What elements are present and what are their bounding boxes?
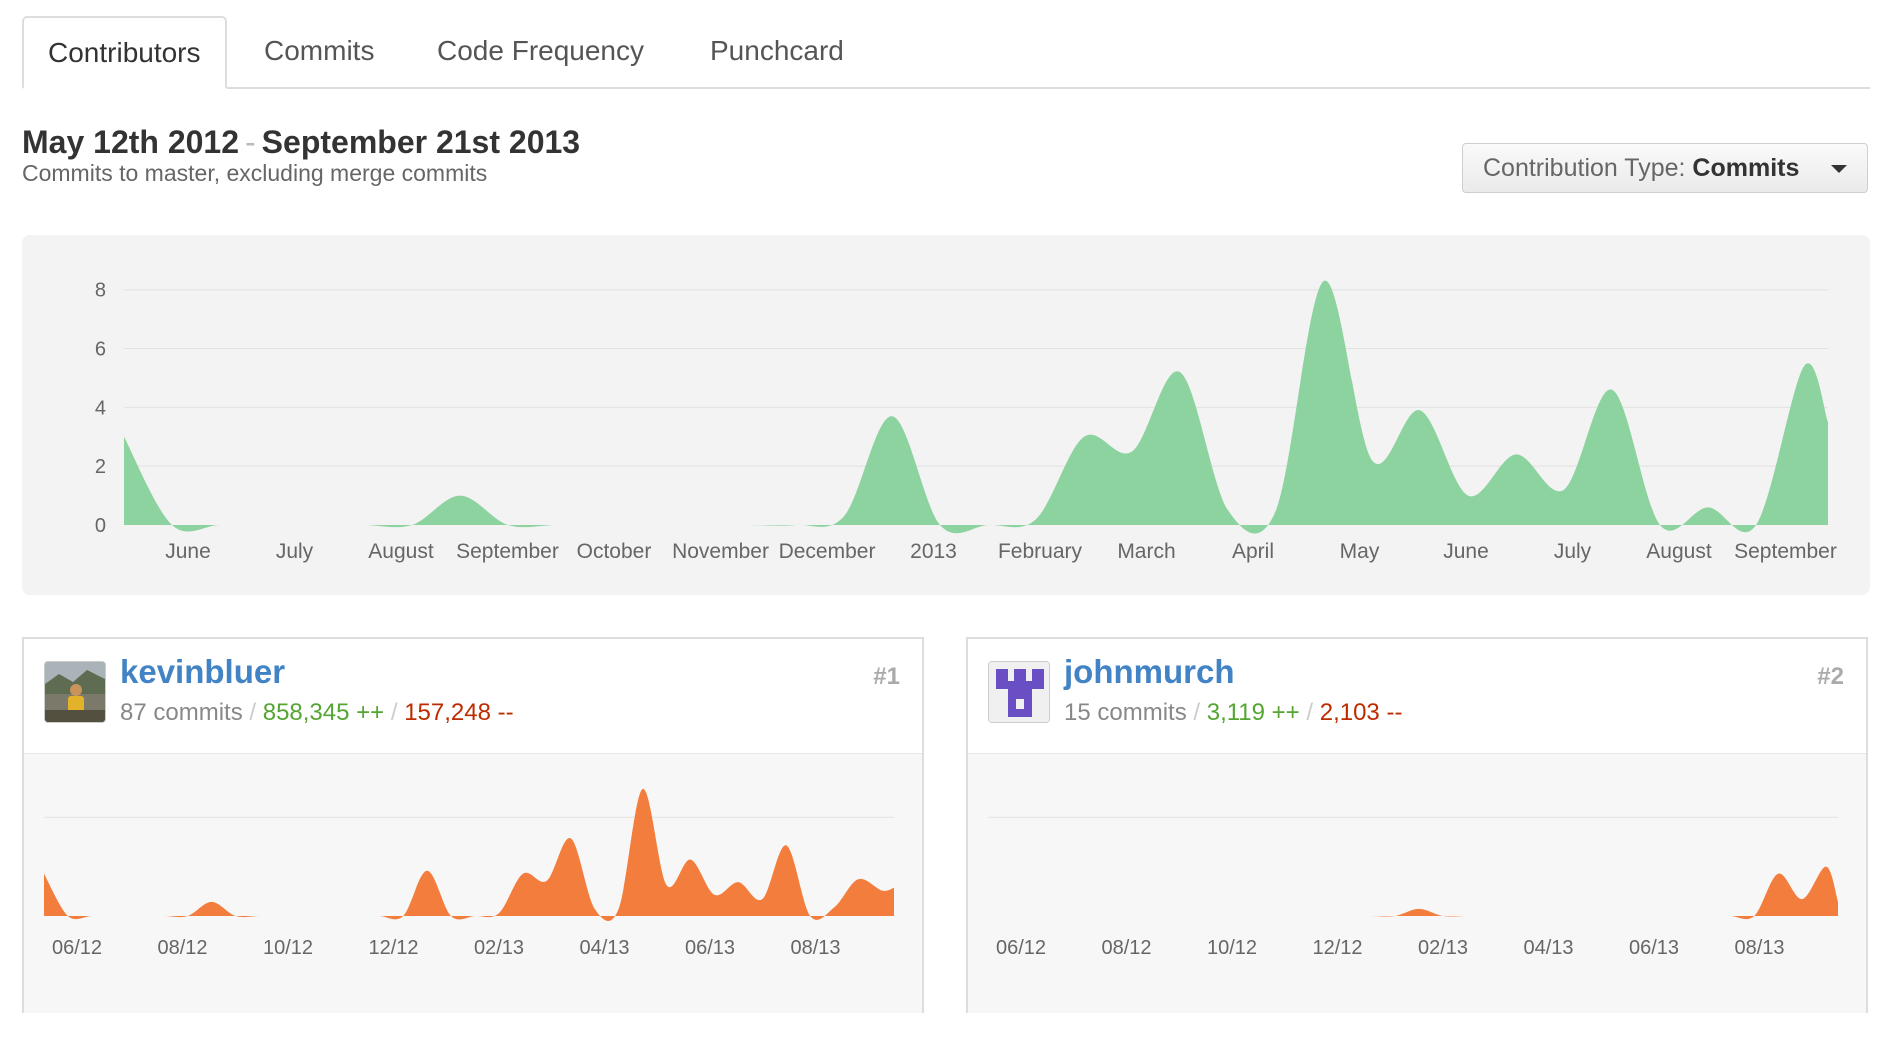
contributor-username[interactable]: kevinbluer — [120, 653, 286, 690]
stats-separator: / — [1306, 699, 1314, 726]
x-tick-label: 12/12 — [1312, 937, 1362, 959]
avatar[interactable] — [988, 661, 1050, 723]
contributor-chart: 06/12 08/12 10/12 12/12 02/13 04/13 06/13 08/13 — [24, 754, 922, 1013]
y-tick-label: 4 — [95, 397, 106, 419]
x-tick-label: September — [456, 540, 559, 563]
contributor-card: johnmurch #2 15 commits / 3,119 ++ / 2,1… — [966, 637, 1868, 1013]
contributor-rank: #1 — [873, 663, 900, 690]
stats-separator: / — [1193, 699, 1201, 726]
x-tick-label: 10/12 — [263, 937, 313, 959]
x-tick-label: March — [1117, 540, 1175, 563]
x-tick-label: August — [368, 540, 434, 563]
series-area — [44, 788, 894, 922]
range-end: September 21st 2013 — [261, 124, 581, 160]
contributor-card: kevinbluer #1 87 commits / 858,345 ++ / … — [22, 637, 924, 1013]
additions-count: 3,119 ++ — [1206, 699, 1300, 726]
x-tick-label: September — [1734, 540, 1837, 563]
x-tick-label: April — [1232, 540, 1274, 563]
commits-overview-chart: 0 2 4 6 8 June July August September October Novem… — [22, 235, 1870, 595]
x-tick-label: 06/13 — [1629, 937, 1679, 959]
x-tick-label: 06/12 — [996, 937, 1046, 959]
overview-chart-svg: 0 2 4 6 8 June July August September October Novem… — [95, 280, 1837, 563]
contribution-type-value: Commits — [1692, 154, 1800, 182]
contributor-username[interactable]: johnmurch — [1064, 653, 1235, 690]
x-tick-label: 04/13 — [579, 937, 629, 959]
graph-tabs: Contributors Commits Code Frequency Punc… — [22, 16, 1870, 89]
x-tick-label: 04/13 — [1523, 937, 1573, 959]
x-tick-label: November — [672, 540, 769, 563]
x-tick-label: 12/12 — [368, 937, 418, 959]
deletions-count: 157,248 -- — [404, 699, 514, 726]
series-area — [124, 280, 1828, 534]
x-tick-label: 08/13 — [1734, 937, 1784, 959]
tab-punchcard[interactable]: Punchcard — [710, 35, 844, 66]
x-tick-label: October — [577, 540, 652, 563]
contributor-stats: 15 commits / 3,119 ++ / 2,103 -- — [1064, 699, 1402, 727]
avatar[interactable] — [44, 661, 106, 723]
tab-contributors[interactable]: Contributors — [22, 16, 227, 89]
x-tick-label: 08/12 — [157, 937, 207, 959]
range-separator: - — [245, 124, 256, 160]
x-tick-label: February — [998, 540, 1083, 563]
x-tick-label: July — [276, 540, 314, 563]
contributor-stats: 87 commits / 858,345 ++ / 157,248 -- — [120, 699, 514, 727]
contributor-header: johnmurch #2 15 commits / 3,119 ++ / 2,1… — [968, 639, 1866, 754]
y-tick-label: 0 — [95, 515, 106, 537]
x-tick-label: 06/12 — [52, 937, 102, 959]
commit-count: 87 commits — [120, 699, 243, 726]
x-tick-label: 2013 — [910, 540, 957, 563]
contribution-type-label: Contribution Type: — [1483, 154, 1686, 182]
x-tick-label: 08/13 — [790, 937, 840, 959]
x-tick-label: June — [165, 540, 211, 563]
x-tick-label: December — [779, 540, 876, 563]
x-tick-label: June — [1443, 540, 1489, 563]
y-tick-label: 2 — [95, 456, 106, 478]
x-tick-label: August — [1646, 540, 1712, 563]
stats-separator: / — [249, 699, 257, 726]
contributor-chart: 06/12 08/12 10/12 12/12 02/13 04/13 06/13 08/13 — [968, 754, 1866, 1013]
date-range-title: May 12th 2012- September 21st 2013 — [22, 124, 580, 161]
y-tick-label: 6 — [95, 339, 106, 361]
x-tick-label: 02/13 — [1418, 937, 1468, 959]
range-start: May 12th 2012 — [22, 124, 240, 160]
x-tick-label: July — [1554, 540, 1592, 563]
x-tick-label: 08/12 — [1101, 937, 1151, 959]
additions-count: 858,345 ++ — [262, 699, 385, 726]
series-area — [988, 866, 1838, 920]
x-tick-label: 02/13 — [474, 937, 524, 959]
y-tick-label: 8 — [95, 280, 106, 302]
x-tick-label: 10/12 — [1207, 937, 1257, 959]
commit-count: 15 commits — [1064, 699, 1187, 726]
contributor-chart-svg: 06/12 08/12 10/12 12/12 02/13 04/13 06/13 08/13 — [44, 788, 894, 959]
date-range-subtitle: Commits to master, excluding merge commi… — [22, 160, 488, 186]
contributor-chart-svg: 06/12 08/12 10/12 12/12 02/13 04/13 06/13 08/13 — [988, 816, 1838, 959]
stats-separator: / — [390, 699, 398, 726]
tab-code-frequency[interactable]: Code Frequency — [437, 35, 645, 66]
x-tick-label: May — [1340, 540, 1380, 563]
deletions-count: 2,103 -- — [1319, 699, 1403, 726]
x-tick-label: 06/13 — [685, 937, 735, 959]
tab-commits[interactable]: Commits — [264, 35, 375, 66]
contributor-header: kevinbluer #1 87 commits / 858,345 ++ / … — [24, 639, 922, 754]
caret-down-icon — [1831, 165, 1847, 173]
contributor-rank: #2 — [1817, 663, 1844, 690]
contribution-type-dropdown[interactable]: Contribution Type: Commits — [1462, 143, 1868, 193]
